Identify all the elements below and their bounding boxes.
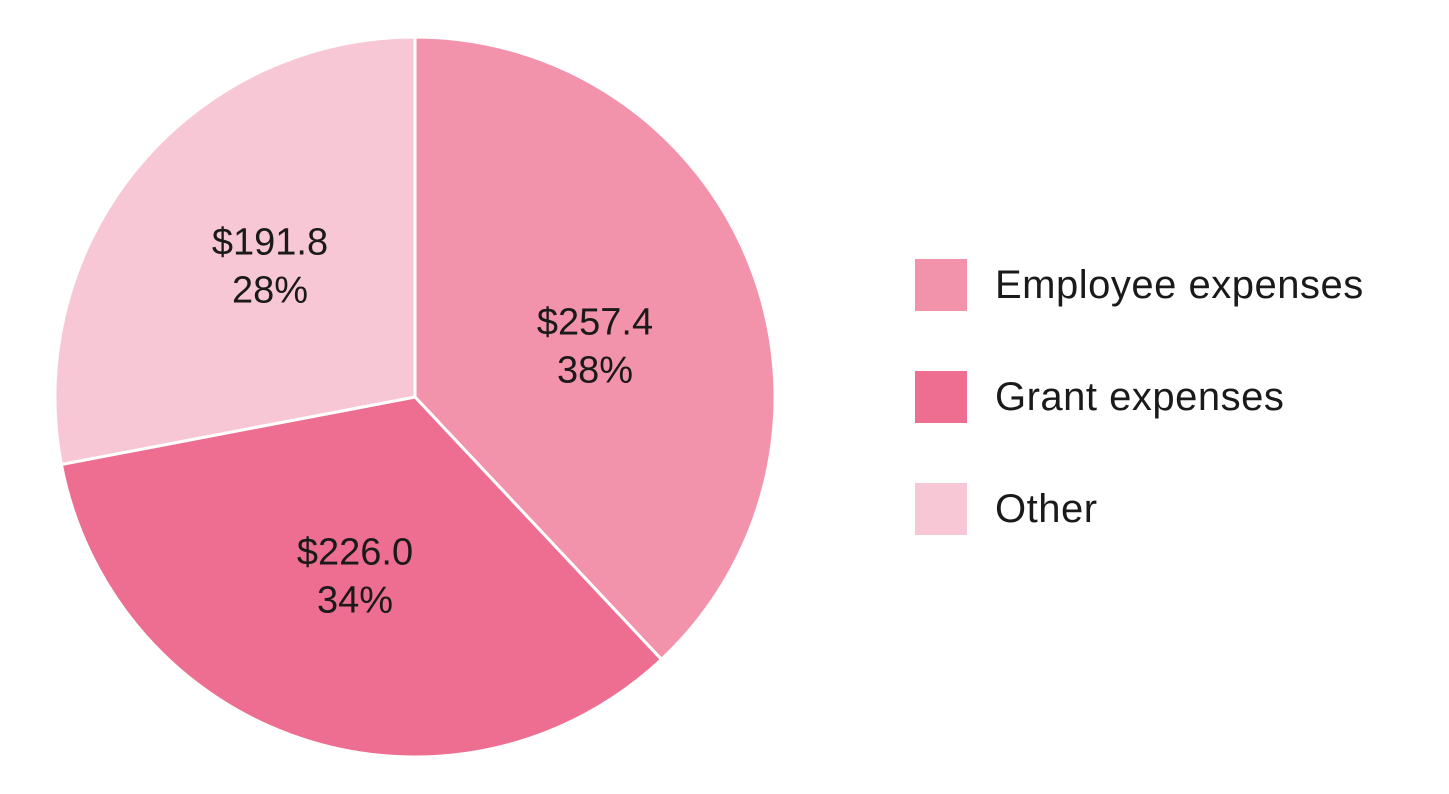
slice-label-value: $226.0 — [297, 530, 413, 578]
legend-label: Other — [995, 487, 1098, 532]
legend-item-grant-expenses: Grant expenses — [915, 371, 1364, 423]
legend-item-other: Other — [915, 483, 1364, 535]
legend-item-employee-expenses: Employee expenses — [915, 259, 1364, 311]
pie-svg — [55, 37, 775, 757]
slice-label-other: $191.828% — [212, 220, 328, 315]
expense-pie-chart: $257.438% $226.034% $191.828% Employee exp… — [55, 37, 1364, 757]
legend-swatch — [915, 259, 967, 311]
legend: Employee expenses Grant expenses Other — [915, 259, 1364, 535]
legend-label: Employee expenses — [995, 263, 1364, 308]
legend-label: Grant expenses — [995, 375, 1284, 420]
slice-label-percent: 28% — [212, 267, 328, 315]
slice-label-percent: 38% — [537, 347, 653, 395]
pie-wrapper: $257.438% $226.034% $191.828% — [55, 37, 775, 757]
slice-label-value: $257.4 — [537, 300, 653, 348]
slice-label-percent: 34% — [297, 577, 413, 625]
legend-swatch — [915, 483, 967, 535]
slice-label-grant-expenses: $226.034% — [297, 530, 413, 625]
slice-label-value: $191.8 — [212, 220, 328, 268]
legend-swatch — [915, 371, 967, 423]
slice-label-employee-expenses: $257.438% — [537, 300, 653, 395]
